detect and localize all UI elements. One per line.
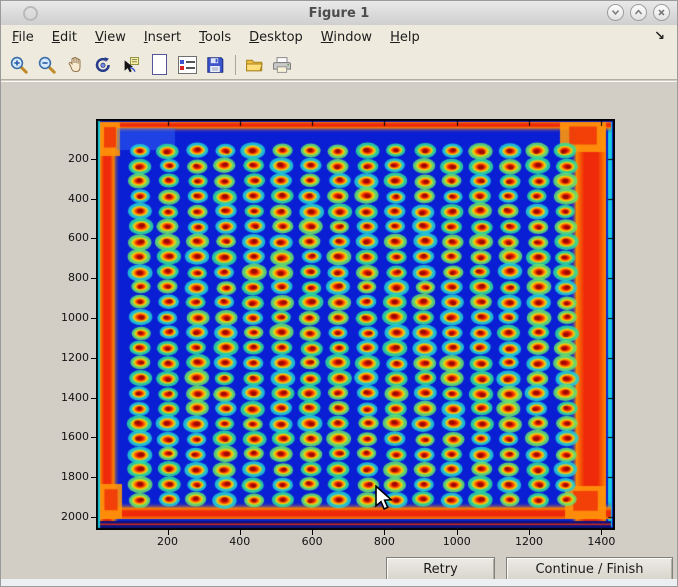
- save-floppy-icon: [207, 56, 224, 73]
- x-tick-label: 600: [301, 535, 323, 548]
- dock-figure-icon[interactable]: ↘: [654, 29, 665, 44]
- menu-desktop[interactable]: Desktop: [249, 30, 303, 45]
- y-axis-tick: [91, 397, 97, 399]
- insert-legend-button[interactable]: [176, 54, 198, 76]
- y-tick-label: 1400: [61, 390, 89, 404]
- menu-edit[interactable]: Edit: [51, 30, 77, 45]
- data-cursor-button[interactable]: [120, 54, 142, 76]
- menu-file[interactable]: File: [12, 30, 34, 45]
- x-axis-tick: [601, 529, 603, 535]
- x-tick-label: 200: [157, 535, 178, 548]
- titlebar[interactable]: Figure 1: [1, 1, 677, 26]
- window-controls: [607, 4, 670, 21]
- x-tick-label: 400: [229, 535, 251, 548]
- y-axis-tick: [91, 198, 97, 200]
- x-axis-tick: [529, 529, 531, 535]
- window-title: Figure 1: [308, 5, 370, 21]
- y-axis-tick: [91, 158, 97, 160]
- pan-button[interactable]: [64, 54, 86, 76]
- x-axis-tick: [456, 529, 458, 535]
- data-cursor-icon: [124, 56, 139, 72]
- x-tick-label: 1400: [587, 535, 616, 548]
- y-tick-label: 200: [68, 151, 89, 165]
- chevron-up-icon: [634, 9, 643, 15]
- scan-image-plot[interactable]: [97, 120, 614, 529]
- y-tick-label: 1000: [61, 311, 89, 325]
- x-tick-label: 1000: [442, 535, 471, 548]
- window-menu-icon[interactable]: [23, 5, 38, 21]
- menu-insert[interactable]: Insert: [143, 30, 182, 45]
- menubar-items: File Edit View Insert Tools Desktop Window Help: [3, 27, 429, 48]
- y-tick-label: 400: [68, 191, 89, 205]
- x-axis-tick: [384, 529, 386, 535]
- x-tick-label: 800: [373, 535, 395, 548]
- x-axis-tick: [312, 529, 314, 535]
- open-file-button[interactable]: [243, 54, 265, 76]
- legend-icon: [177, 55, 197, 74]
- retry-button[interactable]: Retry: [386, 557, 495, 582]
- open-folder-icon: [246, 59, 263, 71]
- maximize-button[interactable]: [630, 4, 647, 21]
- y-axis-tick: [91, 278, 97, 280]
- pan-hand-icon: [68, 56, 81, 72]
- y-tick-label: 1600: [61, 430, 89, 444]
- figure-toolbar: [1, 50, 677, 80]
- y-axis-tick: [91, 477, 97, 479]
- shade-button[interactable]: [607, 4, 624, 21]
- zoom-out-button[interactable]: [36, 54, 58, 76]
- close-icon: [658, 9, 665, 16]
- menubar: File Edit View Insert Tools Desktop Window Help…: [1, 25, 677, 50]
- menu-window[interactable]: Window: [320, 30, 373, 45]
- x-tick-label: 1200: [515, 535, 544, 548]
- insert-colorbar-button[interactable]: [148, 54, 170, 76]
- y-tick-label: 800: [68, 271, 89, 285]
- print-figure-button[interactable]: [271, 54, 293, 76]
- x-axis-tick: [239, 529, 241, 535]
- y-axis-tick: [91, 357, 97, 359]
- y-tick-label: 600: [68, 231, 89, 245]
- zoom-in-icon: [10, 56, 28, 74]
- x-axis-tick: [167, 529, 169, 535]
- y-axis-tick: [91, 318, 97, 320]
- y-axis-tick: [91, 517, 97, 519]
- menu-help[interactable]: Help: [390, 30, 420, 45]
- rotate-3d-icon: [95, 56, 110, 72]
- save-figure-button[interactable]: [204, 54, 226, 76]
- y-axis-tick: [91, 238, 97, 240]
- chevron-down-icon: [611, 10, 620, 16]
- continue-finish-button[interactable]: Continue / Finish: [506, 557, 673, 582]
- zoom-in-button[interactable]: [8, 54, 30, 76]
- y-tick-label: 1800: [61, 470, 89, 484]
- window-bottom-border: [1, 579, 677, 586]
- y-axis-tick: [91, 437, 97, 439]
- menu-view[interactable]: View: [94, 30, 126, 45]
- close-button[interactable]: [653, 4, 670, 21]
- menu-tools[interactable]: Tools: [199, 30, 232, 45]
- zoom-out-icon: [38, 56, 56, 74]
- toolbar-separator: [235, 54, 236, 75]
- y-tick-label: 2000: [61, 510, 89, 524]
- y-tick-label: 1200: [61, 350, 89, 364]
- colorbar-icon: [151, 54, 167, 75]
- rotate-3d-button[interactable]: [92, 54, 114, 76]
- printer-icon: [273, 56, 291, 73]
